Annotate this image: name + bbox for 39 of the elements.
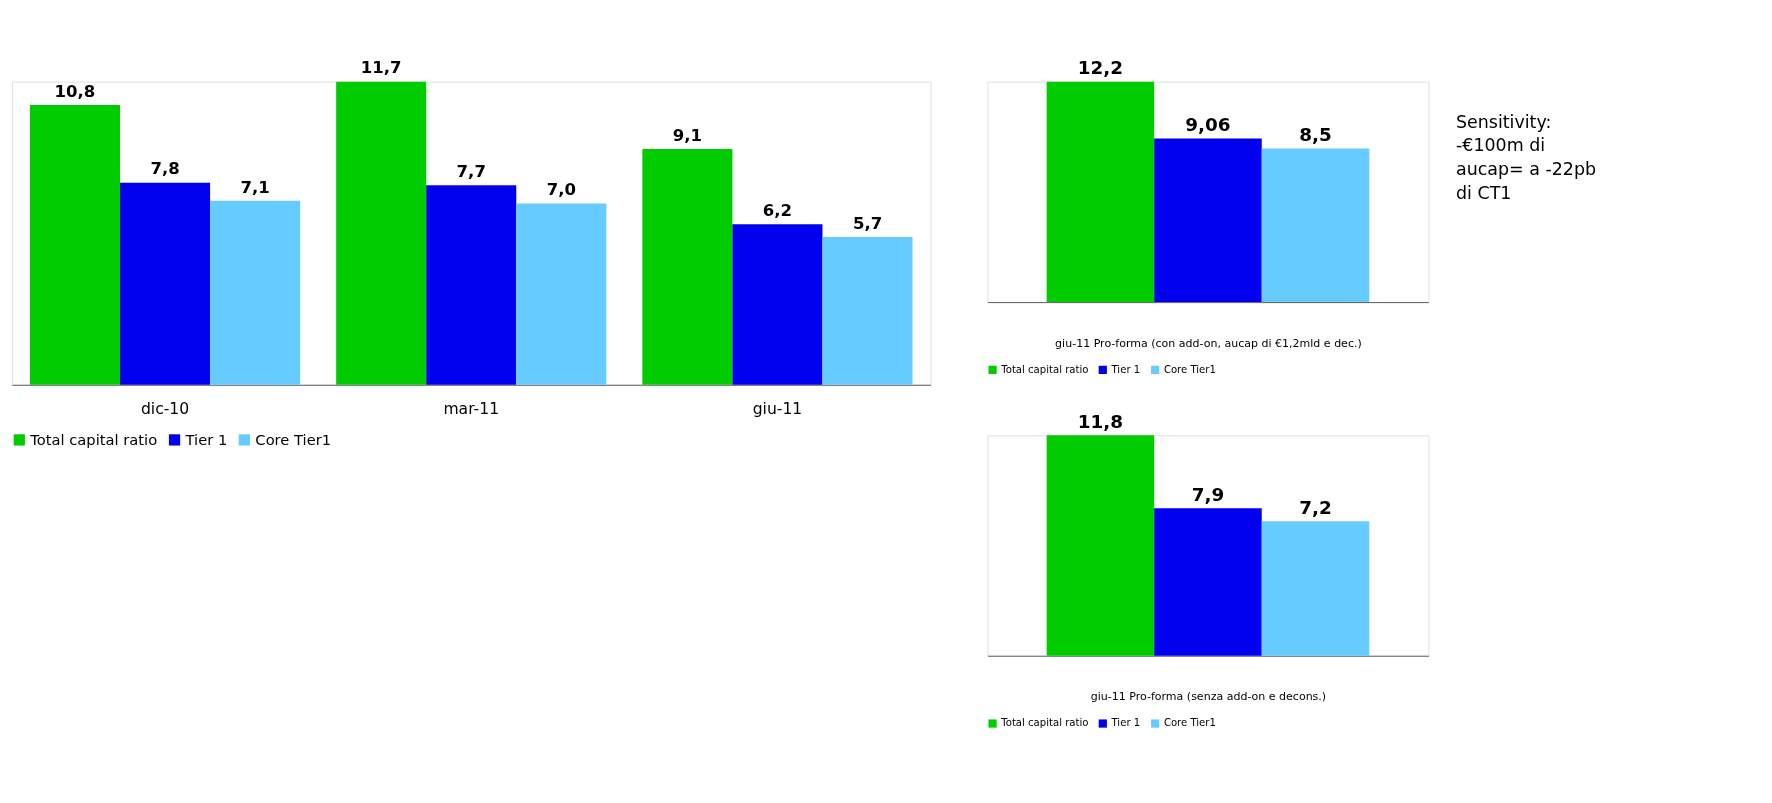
data-label: 10,8 <box>54 81 96 101</box>
x-tick-label: mar-11 <box>443 399 500 418</box>
bar <box>642 149 733 385</box>
legend-label: Core Tier1 <box>255 430 332 448</box>
legend-label: Total capital ratio <box>1000 717 1089 729</box>
data-label: 7,0 <box>546 180 576 200</box>
bar <box>426 185 517 385</box>
bar <box>516 203 607 385</box>
data-label: 11,7 <box>360 58 402 78</box>
legend-label: Total capital ratio <box>1000 363 1089 375</box>
data-label: 7,7 <box>456 162 486 182</box>
x-axis-title: giu-11 Pro-forma (senza add-on e decons.) <box>1090 690 1327 704</box>
bar <box>336 81 427 385</box>
x-tick-label: dic-10 <box>140 399 190 418</box>
data-label: 8,5 <box>1299 124 1332 146</box>
legend-label: Total capital ratio <box>29 430 158 448</box>
data-label: 7,8 <box>150 159 180 179</box>
legend-label: Tier 1 <box>1110 363 1141 375</box>
text: Sensitivity: -€100m di aucap= a -22pb di CT1 <box>1456 111 1597 204</box>
legend-label: Core Tier1 <box>1163 717 1216 729</box>
data-label: 11,8 <box>1077 410 1124 432</box>
data-label: 7,1 <box>240 177 270 197</box>
data-label: 9,1 <box>672 125 703 145</box>
bar <box>29 104 121 385</box>
legend-label: Tier 1 <box>1110 717 1141 729</box>
data-label: 7,2 <box>1299 496 1332 518</box>
data-label: 12,2 <box>1077 57 1124 79</box>
bar <box>822 237 913 385</box>
x-tick-label: giu-11 <box>752 399 803 418</box>
bar <box>732 224 823 385</box>
bar <box>210 200 301 385</box>
x-axis-title: giu-11 Pro-forma (con add-on, aucap di €1,2mld e dec.) <box>1055 336 1362 350</box>
data-label: 6,2 <box>762 200 793 220</box>
legend-label: Tier 1 <box>184 430 228 448</box>
bar <box>120 182 211 385</box>
data-label: 7,9 <box>1191 483 1225 505</box>
data-label: 5,7 <box>852 213 883 233</box>
data-label: 9,06 <box>1185 114 1231 136</box>
legend-label: Core Tier1 <box>1163 363 1216 375</box>
